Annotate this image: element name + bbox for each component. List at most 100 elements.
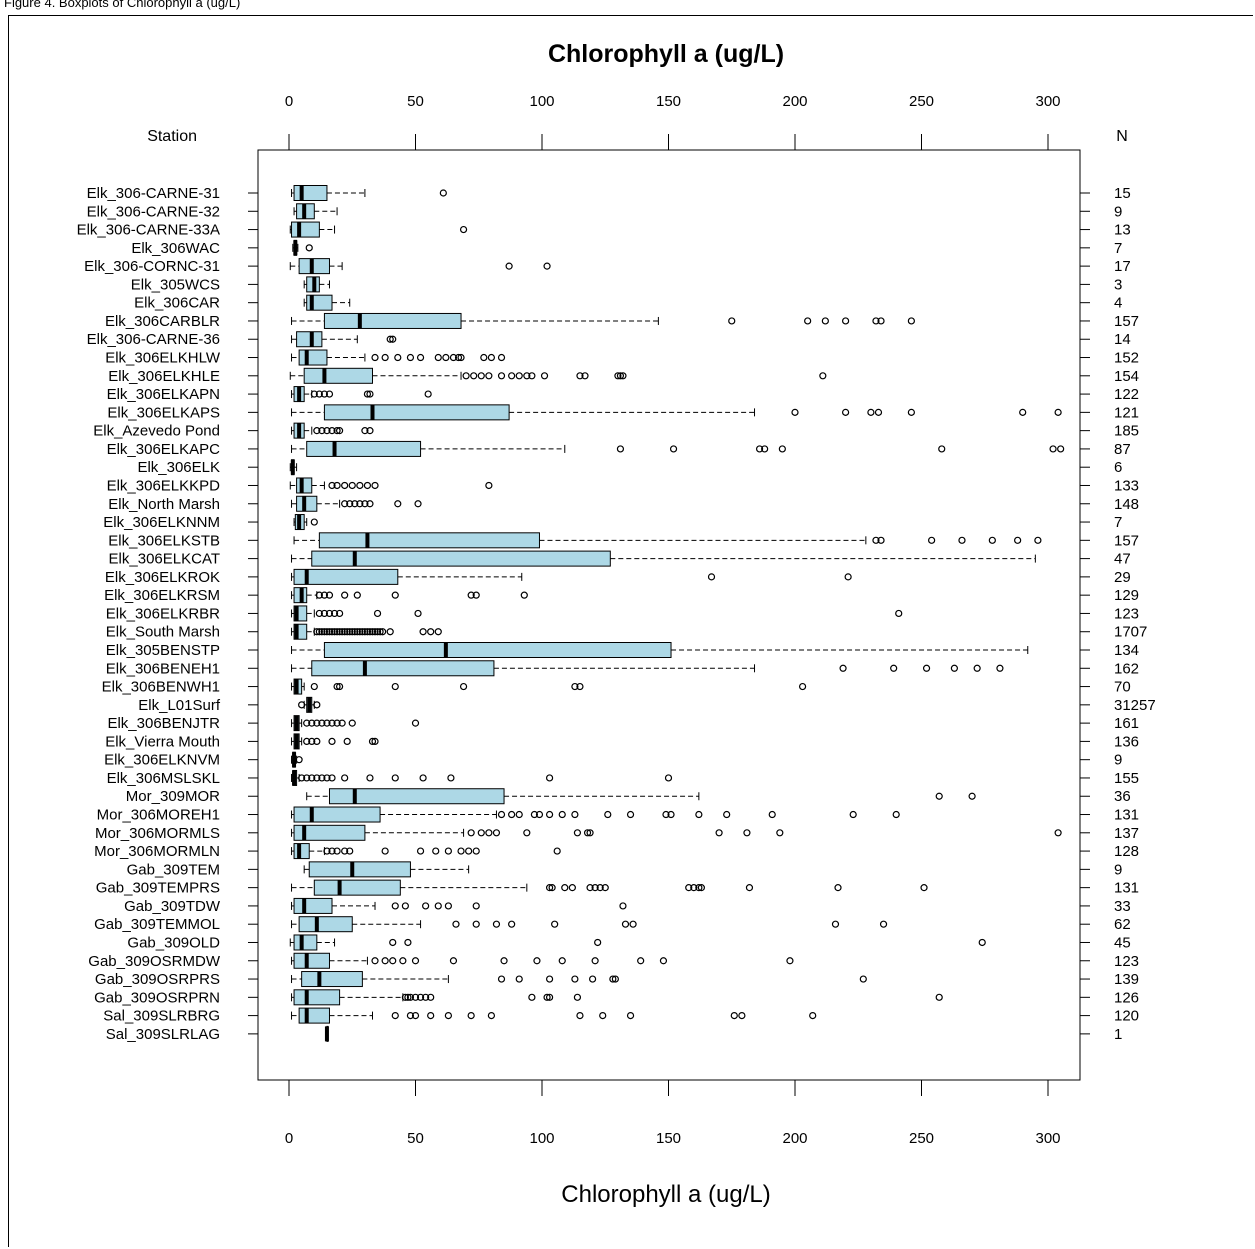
outlier-point — [439, 189, 447, 197]
station-row: Elk_306ELKRSM 129 — [104, 587, 1139, 604]
outlier-point — [599, 1011, 607, 1020]
station-n: 9 — [1114, 203, 1122, 220]
outlier-point — [328, 847, 336, 855]
outlier-point — [626, 810, 635, 819]
outlier-point — [371, 737, 379, 746]
station-label: Gab_309TEMMOL — [94, 916, 220, 933]
station-n: 136 — [1114, 733, 1139, 750]
outlier-point — [938, 445, 946, 453]
outlier-point — [561, 884, 569, 892]
outlier-point — [659, 957, 668, 965]
top-tick-label: 150 — [656, 93, 681, 110]
outlier-point — [609, 975, 617, 983]
outlier-point — [958, 536, 966, 544]
outlier-point — [465, 847, 473, 855]
station-n: 137 — [1114, 825, 1139, 842]
iqr-box — [306, 440, 422, 457]
station-label: Elk_306ELKAPC — [107, 441, 221, 458]
outlier-point — [343, 628, 351, 636]
station-row: Elk_305BENSTP 134 — [106, 642, 1139, 659]
outlier-point — [343, 737, 351, 746]
outlier-point — [715, 829, 723, 837]
station-n: 154 — [1114, 368, 1139, 385]
outlier-point — [576, 682, 584, 691]
station-label: Mor_306MORMLS — [95, 825, 220, 842]
outlier-point — [515, 975, 523, 983]
outlier-point — [320, 628, 329, 636]
outlier-point — [500, 957, 508, 965]
station-label: Elk_306ELKCAT — [109, 551, 220, 568]
station-n: 148 — [1114, 496, 1139, 513]
station-label: Elk_305WCS — [131, 276, 220, 293]
outlier-point — [366, 500, 374, 508]
outlier-point — [581, 372, 589, 380]
outlier-point — [558, 810, 566, 819]
outlier-point — [442, 353, 450, 362]
outlier-point — [401, 993, 409, 1001]
outlier-point — [376, 628, 384, 636]
station-n: 121 — [1114, 404, 1139, 421]
outlier-point — [472, 591, 480, 599]
outlier-point — [346, 847, 354, 855]
station-row: Sal_309SLRLAG 1 — [106, 1025, 1122, 1043]
station-label: Elk_306ELKHLE — [108, 368, 220, 385]
outlier-point — [1014, 536, 1022, 544]
station-label: Gab_309OLD — [127, 934, 220, 951]
outlier-point — [366, 628, 374, 636]
outlier-point — [328, 628, 336, 636]
outlier-point — [356, 628, 364, 636]
station-n: 152 — [1114, 350, 1139, 367]
outlier-point — [872, 317, 880, 325]
x-axis-label: Chlorophyll a (ug/L) — [561, 1181, 770, 1208]
outlier-point — [895, 609, 903, 618]
outlier-point — [444, 1011, 452, 1020]
outlier-point — [573, 829, 582, 837]
outlier-point — [472, 902, 480, 910]
outlier-point — [545, 884, 554, 892]
outlier-point — [571, 682, 579, 691]
station-header: Station — [147, 128, 197, 145]
outlier-point — [394, 353, 402, 362]
station-label: Elk_306ELKAPN — [107, 386, 220, 403]
outlier-point — [472, 847, 480, 855]
station-n: 70 — [1114, 679, 1131, 696]
outlier-point — [879, 920, 888, 928]
outlier-point — [928, 536, 936, 544]
outlier-point — [353, 628, 361, 636]
outlier-point — [988, 536, 996, 544]
outlier-point — [373, 628, 382, 636]
station-row: Gab_309TEM 9 — [127, 861, 1122, 878]
outlier-point — [341, 847, 349, 855]
iqr-box — [308, 861, 411, 878]
outlier-point — [728, 317, 736, 325]
outlier-point — [935, 792, 943, 800]
station-row: Elk_306ELKAPS 121 — [107, 404, 1139, 421]
outlier-point — [470, 372, 478, 380]
station-n: 128 — [1114, 843, 1139, 860]
iqr-box — [293, 934, 318, 951]
outlier-point — [839, 664, 847, 672]
outlier-point — [586, 884, 594, 892]
outlier-point — [508, 372, 516, 380]
outlier-point — [662, 810, 670, 819]
station-label: Elk_306WAC — [131, 240, 220, 257]
outlier-point — [341, 481, 349, 490]
outlier-point — [1057, 445, 1065, 453]
station-label: Elk_306CARBLR — [105, 313, 220, 330]
station-row: Mor_306MORMLS 137 — [95, 824, 1139, 842]
station-row: Elk_306ELKKPD 133 — [107, 477, 1139, 494]
outlier-point — [315, 591, 323, 599]
outlier-point — [743, 829, 751, 837]
station-label: Elk_306ELKROK — [105, 569, 220, 586]
outlier-point — [730, 1011, 738, 1020]
outlier-point — [586, 829, 594, 837]
outlier-point — [588, 975, 597, 983]
station-row: Elk_306-CARNE-33A 13 — [77, 221, 1131, 239]
outlier-point — [330, 609, 339, 618]
station-n: 139 — [1114, 971, 1139, 988]
figure-frame — [8, 15, 1253, 1247]
station-row: Mor_309MOR 36 — [126, 788, 1131, 805]
outlier-point — [328, 427, 336, 435]
station-n: 162 — [1114, 660, 1139, 677]
